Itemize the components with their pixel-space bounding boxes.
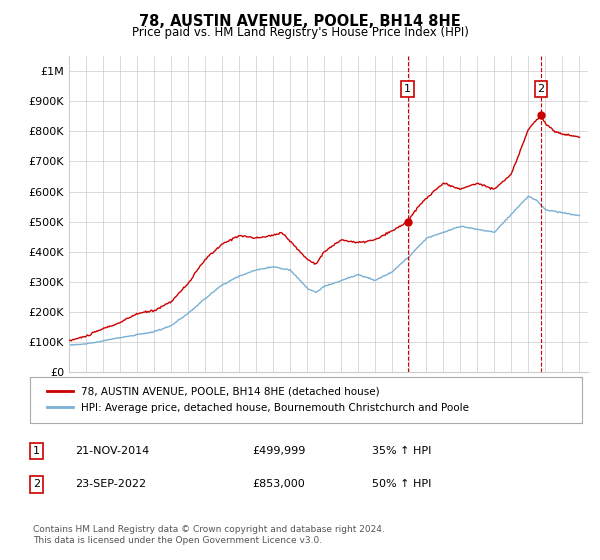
Text: Contains HM Land Registry data © Crown copyright and database right 2024.
This d: Contains HM Land Registry data © Crown c… [33, 525, 385, 545]
Text: Price paid vs. HM Land Registry's House Price Index (HPI): Price paid vs. HM Land Registry's House … [131, 26, 469, 39]
Text: 2: 2 [33, 479, 40, 489]
Text: 1: 1 [404, 84, 411, 94]
Text: 35% ↑ HPI: 35% ↑ HPI [372, 446, 431, 456]
Text: £499,999: £499,999 [252, 446, 305, 456]
Legend: 78, AUSTIN AVENUE, POOLE, BH14 8HE (detached house), HPI: Average price, detache: 78, AUSTIN AVENUE, POOLE, BH14 8HE (deta… [41, 381, 476, 419]
Text: 2: 2 [538, 84, 544, 94]
Text: 1: 1 [33, 446, 40, 456]
Text: 23-SEP-2022: 23-SEP-2022 [75, 479, 146, 489]
Text: 21-NOV-2014: 21-NOV-2014 [75, 446, 149, 456]
Text: 78, AUSTIN AVENUE, POOLE, BH14 8HE: 78, AUSTIN AVENUE, POOLE, BH14 8HE [139, 14, 461, 29]
Text: 50% ↑ HPI: 50% ↑ HPI [372, 479, 431, 489]
Text: £853,000: £853,000 [252, 479, 305, 489]
